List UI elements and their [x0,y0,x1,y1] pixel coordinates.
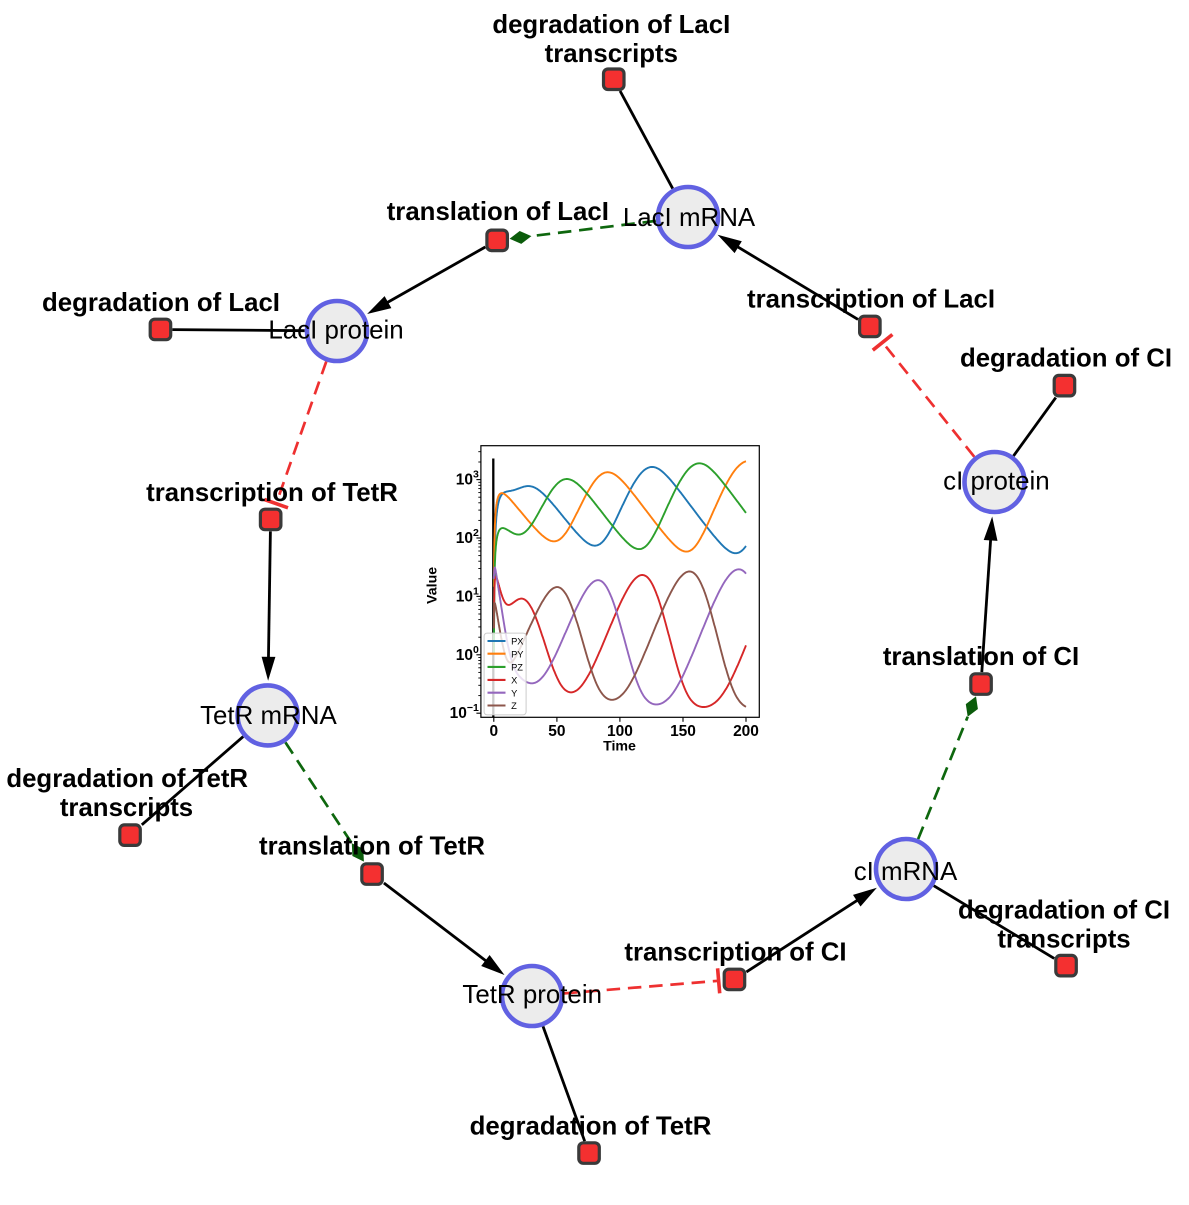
svg-text:LacI protein: LacI protein [268,317,403,345]
svg-text:cI mRNA: cI mRNA [854,858,958,886]
svg-text:degradation of CI: degradation of CI [960,344,1172,372]
svg-text:PX: PX [511,637,523,647]
svg-text:translation of LacI: translation of LacI [387,198,609,226]
svg-text:X: X [511,676,517,686]
svg-text:Y: Y [511,688,517,698]
svg-text:transcription of CI: transcription of CI [624,939,846,967]
svg-text:TetR mRNA: TetR mRNA [200,702,337,730]
svg-text:transcripts: transcripts [60,794,193,822]
svg-text:Z: Z [511,701,517,711]
svg-text:translation of CI: translation of CI [883,643,1079,671]
svg-text:Value: Value [425,567,441,604]
svg-text:cI protein: cI protein [943,467,1050,495]
svg-text:transcription of TetR: transcription of TetR [146,479,398,507]
svg-text:LacI mRNA: LacI mRNA [623,204,756,232]
svg-text:150: 150 [670,723,696,740]
svg-text:degradation of LacI: degradation of LacI [492,11,730,39]
svg-text:degradation of CI: degradation of CI [958,896,1170,924]
svg-text:transcripts: transcripts [545,40,678,68]
svg-text:degradation of LacI: degradation of LacI [42,289,280,317]
svg-text:degradation of TetR: degradation of TetR [6,765,248,793]
svg-text:100: 100 [607,723,633,740]
svg-text:transcription of LacI: transcription of LacI [747,286,995,314]
svg-text:PY: PY [511,649,523,659]
svg-text:transcripts: transcripts [997,926,1130,954]
svg-text:PZ: PZ [511,663,523,673]
svg-text:0: 0 [489,723,498,740]
svg-text:Time: Time [603,739,636,755]
svg-text:degradation of TetR: degradation of TetR [470,1113,712,1141]
svg-text:200: 200 [733,723,759,740]
svg-text:50: 50 [548,723,565,740]
svg-text:TetR protein: TetR protein [462,981,602,1009]
svg-text:translation of TetR: translation of TetR [259,832,485,860]
